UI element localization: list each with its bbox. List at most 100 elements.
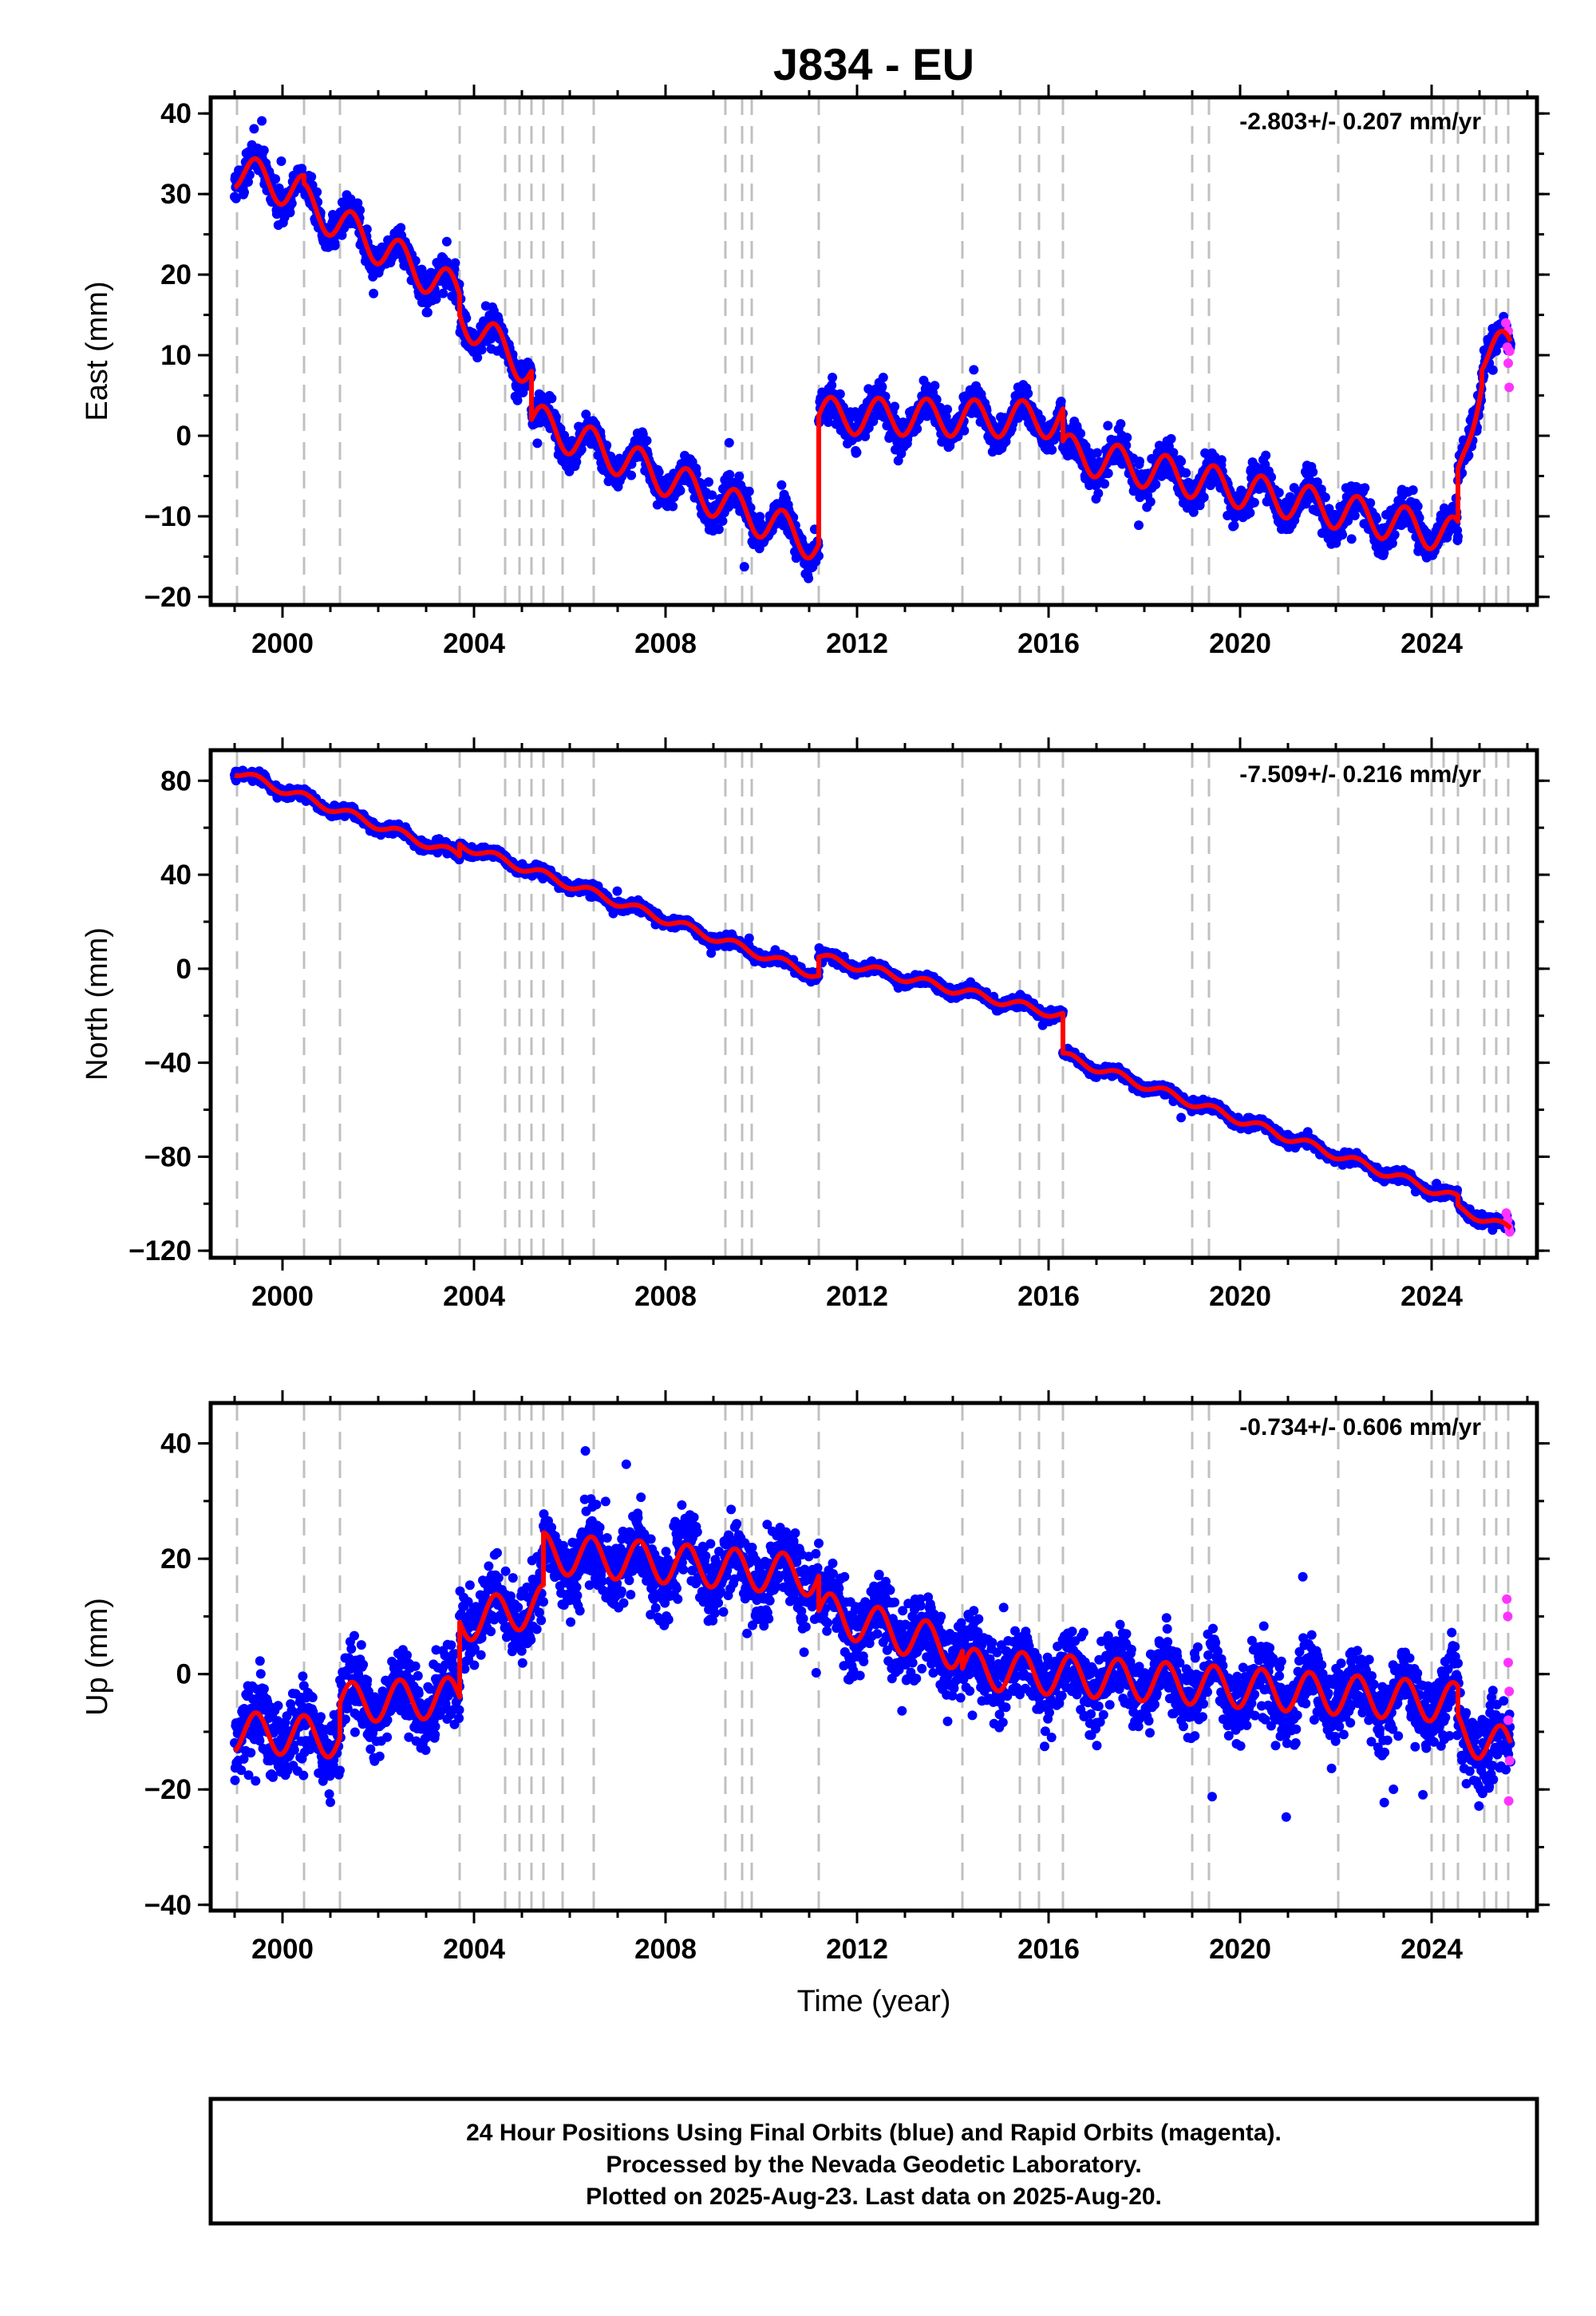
- y-tick-label: 0: [176, 421, 192, 452]
- data-point: [259, 145, 269, 156]
- data-point: [878, 373, 888, 382]
- data-point: [276, 156, 286, 166]
- data-point: [346, 194, 356, 204]
- rapid-point: [1501, 318, 1511, 328]
- data-point: [717, 516, 728, 526]
- data-point: [725, 469, 735, 480]
- data-point: [547, 393, 557, 404]
- event-lines: [235, 750, 1510, 1258]
- x-tick-label: 2004: [443, 628, 505, 659]
- data-point: [396, 223, 406, 233]
- data-point: [877, 382, 887, 392]
- data-point: [1100, 479, 1110, 489]
- data-point: [734, 471, 745, 481]
- data-point: [1103, 468, 1113, 479]
- data-point: [942, 405, 953, 414]
- data-point: [1181, 468, 1191, 478]
- data-point: [1408, 485, 1418, 496]
- y-tick-label: −10: [144, 501, 192, 532]
- data-point: [668, 501, 678, 512]
- x-tick-label: 2012: [826, 628, 888, 659]
- data-point: [431, 294, 441, 304]
- data-point: [654, 467, 664, 477]
- data-point: [257, 116, 267, 126]
- data-point: [1308, 467, 1318, 477]
- rate-annotation: -2.803+/- 0.207 mm/yr: [1239, 109, 1481, 135]
- data-point: [1349, 511, 1360, 520]
- data-point: [1047, 445, 1057, 455]
- y-tick-label: 30: [160, 179, 192, 210]
- data-point: [1487, 365, 1498, 375]
- data-point: [249, 124, 259, 134]
- data-point: [707, 490, 717, 500]
- data-point: [776, 480, 787, 490]
- data-point: [739, 562, 749, 572]
- data-point: [1093, 488, 1104, 499]
- x-tick-label: 2000: [251, 628, 314, 659]
- data-point: [1122, 433, 1132, 443]
- data-point: [244, 170, 255, 180]
- data-point: [306, 172, 317, 182]
- data-point: [441, 236, 452, 247]
- data-point: [1135, 456, 1144, 467]
- data-point: [612, 886, 622, 896]
- data-point: [330, 240, 340, 251]
- x-tick-label: 2008: [634, 628, 697, 659]
- data-point: [704, 477, 713, 487]
- data-point: [286, 198, 297, 208]
- data-point: [1216, 455, 1227, 465]
- data-point: [1320, 492, 1330, 503]
- data-point: [1116, 419, 1126, 429]
- data-point: [1199, 492, 1209, 503]
- data-point: [1103, 421, 1113, 431]
- model-line: [232, 156, 1513, 561]
- data-point: [1229, 520, 1239, 531]
- rapid-point: [1504, 346, 1515, 356]
- data-point: [723, 502, 733, 512]
- data-point: [930, 381, 940, 391]
- y-tick-label: 40: [160, 98, 192, 129]
- rapid-point: [1503, 358, 1513, 369]
- data-point: [239, 188, 249, 197]
- data-point: [1023, 389, 1033, 398]
- data-point: [724, 437, 734, 448]
- data-point: [422, 307, 433, 318]
- data-point: [1176, 456, 1187, 467]
- data-point: [1145, 496, 1156, 507]
- data-point: [576, 445, 587, 455]
- data-point: [337, 230, 347, 240]
- data-point: [532, 438, 543, 449]
- data-point: [1453, 532, 1463, 542]
- data-point: [472, 353, 483, 363]
- data-point: [417, 264, 427, 275]
- data-point: [1092, 448, 1102, 458]
- data-point: [626, 470, 637, 480]
- panel-east: 2000 2004 2008 2012 2016 2020 2024403020100−10…: [81, 85, 1550, 659]
- data-point: [355, 205, 365, 215]
- data-point: [828, 373, 838, 382]
- data-point: [312, 187, 322, 197]
- data-point: [824, 417, 833, 427]
- data-point: [969, 365, 979, 375]
- x-axis: 2000 2004 2008 2012 2016 2020 2024: [233, 85, 1529, 659]
- data-point: [642, 436, 652, 446]
- data-point: [890, 401, 900, 412]
- data-point: [1412, 501, 1423, 512]
- x-tick-label: 2024: [1400, 628, 1463, 659]
- data-point: [1134, 520, 1144, 531]
- data-point: [1249, 497, 1259, 508]
- data-point: [231, 193, 241, 204]
- data-point: [713, 524, 724, 535]
- data-point: [804, 573, 814, 583]
- x-tick-label: 2020: [1209, 628, 1271, 659]
- data-point: [438, 288, 448, 298]
- data-point: [1360, 483, 1370, 493]
- data-point: [1151, 480, 1161, 489]
- data-point: [361, 224, 372, 235]
- data-point: [675, 485, 685, 496]
- data-point: [243, 177, 253, 187]
- data-point: [450, 258, 460, 268]
- data-point: [271, 174, 281, 184]
- data-point: [1076, 429, 1086, 439]
